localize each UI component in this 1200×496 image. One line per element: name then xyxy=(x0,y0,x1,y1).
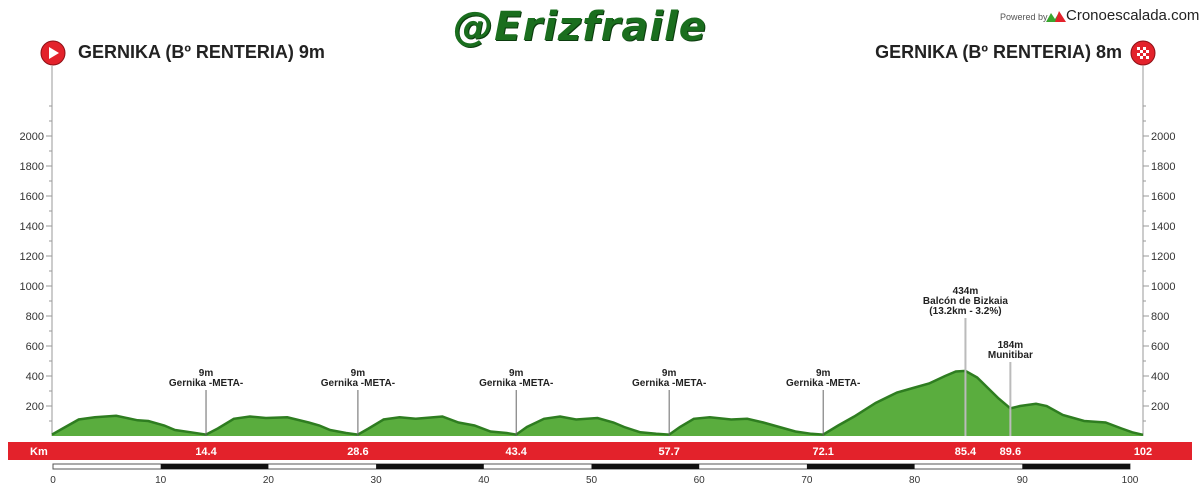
end-location-label: GERNIKA (Bº RENTERIA) 8m xyxy=(875,42,1122,62)
y-tick-label-left: 800 xyxy=(26,311,44,323)
y-tick-label-right: 800 xyxy=(1151,311,1169,323)
annotation-label: Munitibar xyxy=(988,350,1033,361)
mountain-logo-icon xyxy=(1046,11,1066,22)
y-tick-label-left: 1600 xyxy=(20,191,44,203)
distance-marker-label: 28.6 xyxy=(347,446,368,458)
y-tick-label-left: 1000 xyxy=(20,281,44,293)
km-scale-segment xyxy=(160,464,269,469)
annotation-label: 9m xyxy=(816,368,831,379)
brand-title: @Erizfraile xyxy=(453,4,707,50)
y-tick-label-left: 1200 xyxy=(20,251,44,263)
annotation-label: Gernika -META- xyxy=(169,378,243,389)
x-tick-label: 0 xyxy=(50,475,56,486)
x-tick-label: 30 xyxy=(371,475,383,486)
distance-marker-label: 85.4 xyxy=(955,446,977,458)
y-tick-label-right: 600 xyxy=(1151,341,1169,353)
x-tick-label: 60 xyxy=(694,475,706,486)
annotation-label: 434m xyxy=(953,286,979,297)
distance-marker-label: 72.1 xyxy=(812,446,833,458)
start-location-label: GERNIKA (Bº RENTERIA) 9m xyxy=(78,42,325,62)
km-scale-segment xyxy=(1022,464,1130,469)
annotation-label: (13.2km - 3.2%) xyxy=(929,306,1001,317)
annotation-label: 9m xyxy=(509,368,524,379)
annotation-label: Balcón de Bizkaia xyxy=(923,296,1008,307)
y-tick-label-right: 1600 xyxy=(1151,191,1175,203)
y-tick-label-right: 1200 xyxy=(1151,251,1175,263)
y-tick-label-left: 1800 xyxy=(20,161,44,173)
y-tick-label-right: 1000 xyxy=(1151,281,1175,293)
y-tick-label-left: 2000 xyxy=(20,131,44,143)
y-tick-label-left: 400 xyxy=(26,371,44,383)
x-tick-label: 20 xyxy=(263,475,275,486)
y-tick-label-right: 400 xyxy=(1151,371,1169,383)
elevation-line xyxy=(51,369,1144,437)
y-tick-label-right: 200 xyxy=(1151,401,1169,413)
powered-by-label: Powered by xyxy=(1000,12,1048,22)
y-tick-label-right: 1800 xyxy=(1151,161,1175,173)
annotation-label: 9m xyxy=(662,368,677,379)
distance-marker-label: 57.7 xyxy=(658,446,679,458)
x-tick-label: 80 xyxy=(909,475,921,486)
distance-marker-label: 14.4 xyxy=(195,446,217,458)
annotation-label: 184m xyxy=(998,340,1024,351)
distance-bar xyxy=(8,442,1192,460)
annotation-label: Gernika -META- xyxy=(786,378,860,389)
site-link[interactable]: Cronoescalada.com xyxy=(1066,7,1200,24)
x-tick-label: 100 xyxy=(1122,475,1139,486)
x-tick-label: 40 xyxy=(478,475,490,486)
x-tick-label: 10 xyxy=(155,475,167,486)
annotation-label: Gernika -META- xyxy=(321,378,395,389)
annotation-label: 9m xyxy=(351,368,366,379)
y-tick-label-left: 1400 xyxy=(20,221,44,233)
km-scale-segment xyxy=(376,464,484,469)
y-tick-label-right: 1400 xyxy=(1151,221,1175,233)
y-tick-label-left: 200 xyxy=(26,401,44,413)
distance-marker-label: 43.4 xyxy=(505,446,527,458)
km-scale-segment xyxy=(806,464,915,469)
km-scale-segment xyxy=(591,464,700,469)
annotation-label: Gernika -META- xyxy=(632,378,706,389)
distance-marker-label: 102 xyxy=(1134,446,1152,458)
annotation-label: 9m xyxy=(199,368,214,379)
x-tick-label: 50 xyxy=(586,475,598,486)
x-tick-label: 90 xyxy=(1017,475,1029,486)
y-tick-label-right: 2000 xyxy=(1151,131,1175,143)
elevation-area xyxy=(52,370,1143,436)
finish-flag-icon xyxy=(1130,40,1156,66)
x-tick-label: 70 xyxy=(801,475,813,486)
distance-marker-label: 89.6 xyxy=(1000,446,1021,458)
y-tick-label-left: 600 xyxy=(26,341,44,353)
distance-bar-label: Km xyxy=(30,446,48,458)
start-flag-icon xyxy=(40,40,66,66)
annotation-label: Gernika -META- xyxy=(479,378,553,389)
